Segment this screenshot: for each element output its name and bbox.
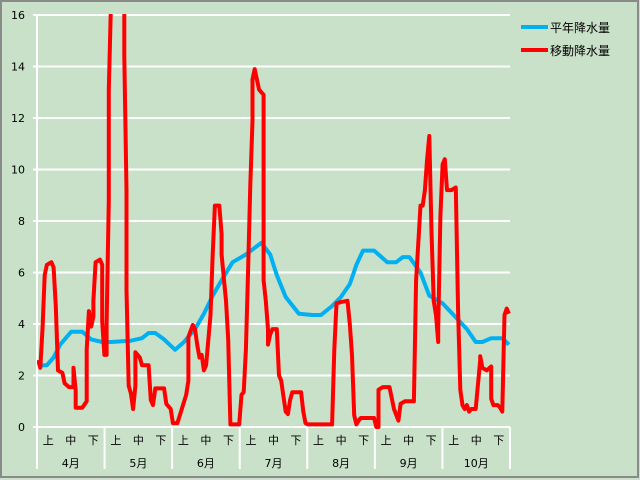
y-tick-label: 8 bbox=[18, 215, 25, 228]
x-dekad-label: 中 bbox=[200, 434, 211, 447]
x-dekad-label: 下 bbox=[426, 434, 437, 447]
x-dekad-label: 中 bbox=[65, 434, 76, 447]
x-month-label: 4月 bbox=[62, 457, 80, 470]
x-month-label: 8月 bbox=[332, 457, 350, 470]
y-tick-label: 2 bbox=[18, 370, 25, 383]
x-month-label: 10月 bbox=[464, 457, 489, 470]
x-dekad-label: 上 bbox=[178, 434, 189, 447]
x-dekad-label: 上 bbox=[381, 434, 392, 447]
y-tick-label: 12 bbox=[11, 112, 25, 125]
y-tick-label: 16 bbox=[11, 9, 25, 22]
x-dekad-label: 上 bbox=[245, 434, 256, 447]
x-dekad-label: 中 bbox=[133, 434, 144, 447]
series-line-normal-precipitation bbox=[38, 240, 511, 368]
legend-label: 平年降水量 bbox=[550, 21, 610, 35]
y-tick-label: 0 bbox=[18, 421, 25, 434]
y-tick-label: 14 bbox=[11, 61, 25, 74]
x-dekad-label: 中 bbox=[471, 434, 482, 447]
x-dekad-label: 下 bbox=[155, 434, 166, 447]
x-dekad-label: 中 bbox=[403, 434, 414, 447]
x-month-label: 7月 bbox=[265, 457, 283, 470]
x-dekad-label: 中 bbox=[268, 434, 279, 447]
x-dekad-label: 下 bbox=[358, 434, 369, 447]
x-dekad-label: 下 bbox=[493, 434, 504, 447]
x-dekad-label: 上 bbox=[313, 434, 324, 447]
x-dekad-label: 上 bbox=[448, 434, 459, 447]
x-dekad-label: 中 bbox=[336, 434, 347, 447]
series-line-moving-precipitation bbox=[37, 14, 511, 429]
x-month-label: 6月 bbox=[197, 457, 215, 470]
legend-label: 移動降水量 bbox=[550, 44, 610, 58]
x-dekad-label: 上 bbox=[110, 434, 121, 447]
y-tick-label: 10 bbox=[11, 164, 25, 177]
y-tick-label: 6 bbox=[18, 267, 25, 280]
x-dekad-label: 下 bbox=[291, 434, 302, 447]
x-month-label: 9月 bbox=[400, 457, 418, 470]
y-tick-label: 4 bbox=[18, 318, 25, 331]
x-dekad-label: 上 bbox=[43, 434, 54, 447]
x-month-label: 5月 bbox=[129, 457, 147, 470]
x-dekad-label: 下 bbox=[88, 434, 99, 447]
x-dekad-label: 下 bbox=[223, 434, 234, 447]
